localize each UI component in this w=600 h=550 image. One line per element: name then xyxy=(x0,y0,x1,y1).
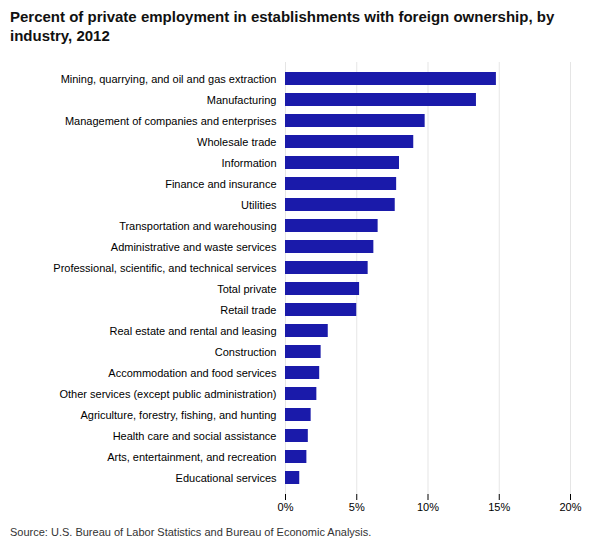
svg-text:Administrative and waste servi: Administrative and waste services xyxy=(111,240,277,252)
svg-text:Transportation and warehousing: Transportation and warehousing xyxy=(119,219,276,231)
svg-text:Educational services: Educational services xyxy=(176,471,277,483)
svg-text:0%: 0% xyxy=(278,501,294,513)
svg-text:Real estate and rental and lea: Real estate and rental and leasing xyxy=(110,324,277,336)
svg-text:Wholesale trade: Wholesale trade xyxy=(197,135,277,147)
html-text:Source: U.S. Bureau of Labor S: Source: U.S. Bureau of Labor Statistics … xyxy=(10,525,372,538)
svg-text:Total private: Total private xyxy=(217,282,276,294)
svg-text:Finance and insurance: Finance and insurance xyxy=(165,177,276,189)
svg-text:20%: 20% xyxy=(559,501,581,513)
svg-text:Utilities: Utilities xyxy=(241,198,277,210)
html-text:Percent of private employment: Percent of private employment in establi… xyxy=(10,8,555,44)
svg-text:Information: Information xyxy=(221,156,276,168)
svg-text:Professional, scientific, and: Professional, scientific, and technical … xyxy=(53,261,277,273)
svg-text:Health care and social assista: Health care and social assistance xyxy=(113,429,277,441)
svg-text:5%: 5% xyxy=(349,501,365,513)
svg-text:Construction: Construction xyxy=(215,345,277,357)
svg-text:10%: 10% xyxy=(417,501,439,513)
svg-text:Manufacturing: Manufacturing xyxy=(207,93,277,105)
svg-text:Management of companies and en: Management of companies and enterprises xyxy=(65,114,277,126)
svg-text:Arts, entertainment, and recre: Arts, entertainment, and recreation xyxy=(107,450,276,462)
svg-text:Agriculture, forestry, fishing: Agriculture, forestry, fishing, and hunt… xyxy=(80,408,276,420)
svg-text:Mining, quarrying, and oil and: Mining, quarrying, and oil and gas extra… xyxy=(61,72,277,84)
svg-text:Accommodation and food service: Accommodation and food services xyxy=(108,366,277,378)
svg-text:15%: 15% xyxy=(488,501,510,513)
svg-text:Other services (except public: Other services (except public administra… xyxy=(59,387,276,399)
svg-text:Retail trade: Retail trade xyxy=(220,303,276,315)
